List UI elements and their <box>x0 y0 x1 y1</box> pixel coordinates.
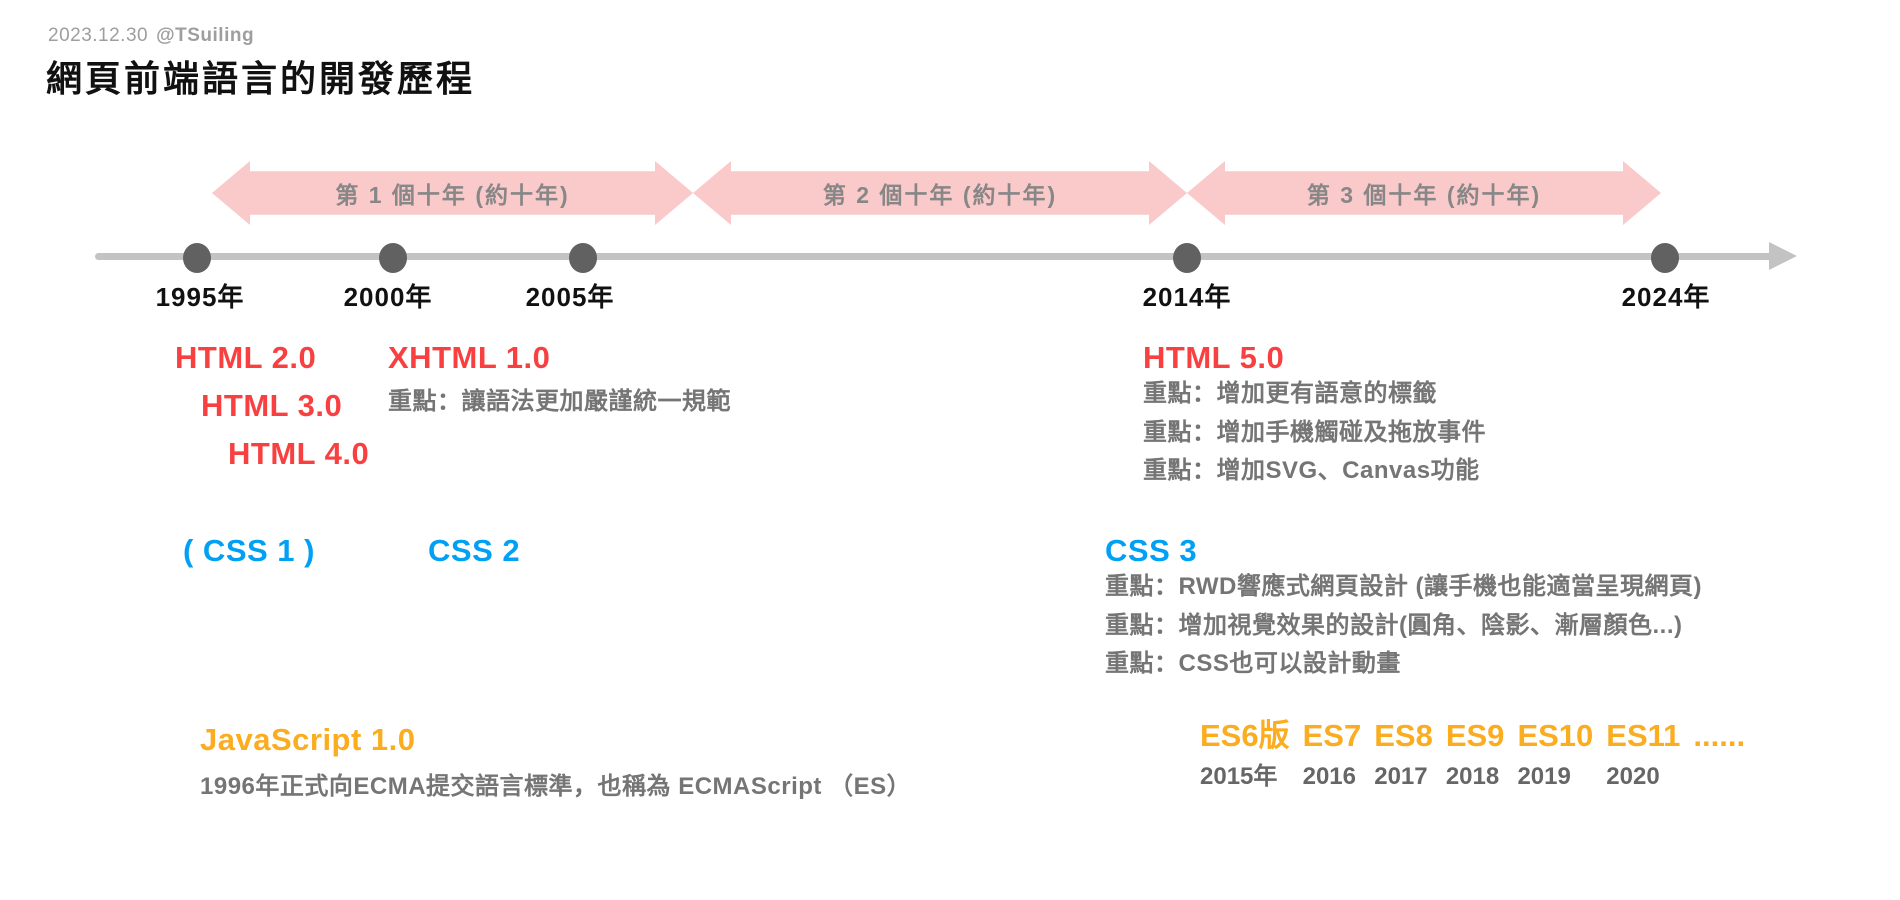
es8-label: ES8 <box>1374 718 1433 753</box>
timeline-dot-2024 <box>1651 243 1679 273</box>
html2-label: HTML 2.0 <box>175 340 317 375</box>
es6-year: 2015年 <box>1200 763 1278 790</box>
javascript-label: JavaScript 1.0 <box>200 722 416 757</box>
es-col-es6: ES6版 2015年 <box>1200 718 1290 790</box>
es10-label: ES10 <box>1517 718 1594 753</box>
year-label-2014: 2014年 <box>1142 282 1232 312</box>
es6-label: ES6版 <box>1200 718 1290 753</box>
css2-label: CSS 2 <box>428 533 521 568</box>
decade-arrow-2: 第 2 個十年 (約十年) <box>693 161 1187 225</box>
es-col-es8: ES8 2017 <box>1374 718 1433 790</box>
xhtml-note: 重點：讓語法更加嚴謹統一規範 <box>388 388 731 415</box>
timeline-dot-1995 <box>183 243 211 273</box>
es10-year: 2019 <box>1517 763 1571 790</box>
byline-date: 2023.12.30 <box>48 25 149 46</box>
page-title: 網頁前端語言的開發歷程 <box>46 58 476 99</box>
timeline-dot-2014 <box>1173 243 1201 273</box>
byline: 2023.12.30 @TSuiling <box>48 25 254 47</box>
year-label-2000: 2000年 <box>343 282 433 312</box>
html5-label: HTML 5.0 <box>1143 340 1285 375</box>
es-versions-row: ES6版 2015年 ES7 2016 ES8 2017 ES9 2018 ES… <box>1200 718 1745 790</box>
es7-label: ES7 <box>1302 718 1362 753</box>
javascript-note: 1996年正式向ECMA提交語言標準，也稱為 ECMAScript （ES） <box>200 773 912 800</box>
year-label-2005: 2005年 <box>525 282 615 312</box>
es7-year: 2016 <box>1302 763 1356 790</box>
html5-note-1: 重點：增加更有語意的標籤 <box>1143 380 1437 407</box>
css1-label: ( CSS 1 ) <box>183 533 315 568</box>
css3-note-3: 重點：CSS也可以設計動畫 <box>1105 650 1401 677</box>
css3-note-2: 重點：增加視覺效果的設計(圓角、陰影、漸層顏色...) <box>1105 611 1683 639</box>
html4-label: HTML 4.0 <box>228 436 370 471</box>
xhtml-label: XHTML 1.0 <box>388 340 551 375</box>
css3-notes: 重點：RWD響應式網頁設計 (讓手機也能適當呈現網頁) 重點：增加視覺效果的設計… <box>1105 568 1702 684</box>
year-label-1995: 1995年 <box>155 282 245 312</box>
byline-author-handle: @TSuiling <box>156 25 255 46</box>
decade-arrow-1: 第 1 個十年 (約十年) <box>212 161 693 225</box>
css3-note-1: 重點：RWD響應式網頁設計 (讓手機也能適當呈現網頁) <box>1105 573 1703 600</box>
es9-label: ES9 <box>1445 718 1505 753</box>
decade-arrow-3-label: 第 3 個十年 (約十年) <box>1306 182 1542 208</box>
es-col-es7: ES7 2016 <box>1303 718 1362 790</box>
html5-note-3: 重點：增加SVG、Canvas功能 <box>1143 457 1480 484</box>
css3-label: CSS 3 <box>1105 533 1198 568</box>
html3-label: HTML 3.0 <box>201 388 343 423</box>
timeline-line <box>95 253 1775 260</box>
es11-year: 2020 <box>1606 763 1660 790</box>
decade-arrow-3: 第 3 個十年 (約十年) <box>1187 161 1661 225</box>
decade-arrow-2-label: 第 2 個十年 (約十年) <box>822 182 1058 208</box>
decade-arrow-1-label: 第 1 個十年 (約十年) <box>335 182 570 208</box>
es11-label: ES11 <box>1606 718 1681 753</box>
timeline-dot-2005 <box>569 243 597 273</box>
timeline-dot-2000 <box>379 243 407 273</box>
html5-notes: 重點：增加更有語意的標籤 重點：增加手機觸碰及拖放事件 重點：增加SVG、Can… <box>1143 375 1486 491</box>
es-col-es11: ES11 2020 <box>1606 718 1680 790</box>
timeline-arrowhead-icon <box>1769 242 1797 270</box>
es9-year: 2018 <box>1445 763 1500 790</box>
es-ellipsis-label: ...... <box>1693 718 1746 753</box>
es-col-ellipsis: ...... <box>1693 718 1745 790</box>
es-col-es9: ES9 2018 <box>1446 718 1505 790</box>
html5-note-2: 重點：增加手機觸碰及拖放事件 <box>1143 418 1486 446</box>
year-label-2024: 2024年 <box>1621 282 1711 312</box>
es8-year: 2017 <box>1374 763 1428 790</box>
es-col-es10: ES10 2019 <box>1517 718 1593 790</box>
